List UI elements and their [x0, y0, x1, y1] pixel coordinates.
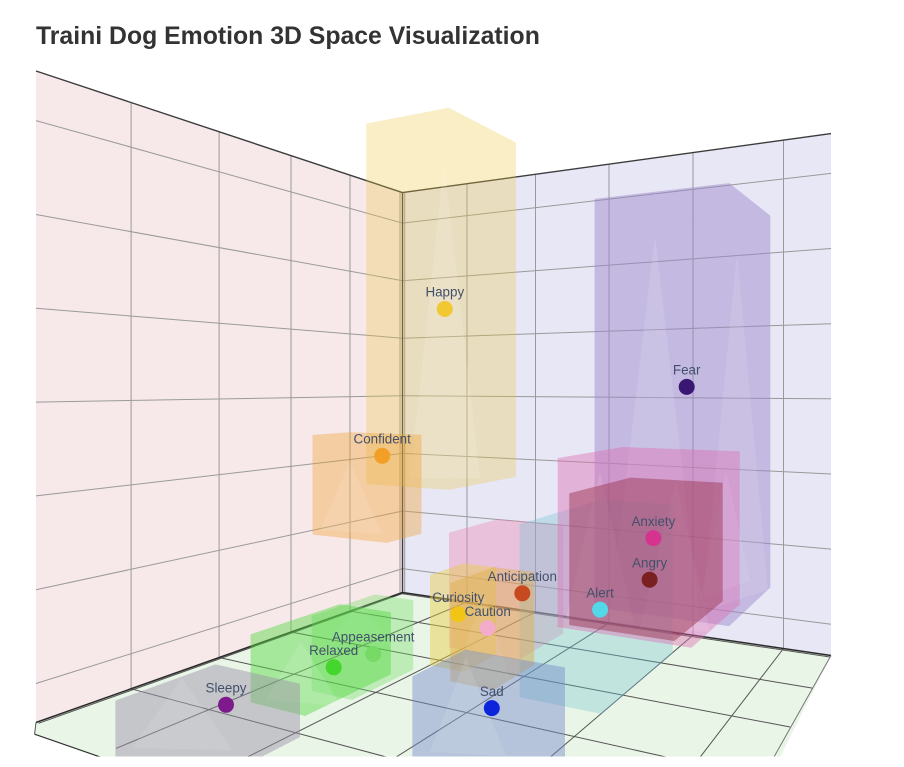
svg-text:Sad: Sad — [480, 684, 504, 699]
svg-text:Anticipation: Anticipation — [488, 569, 557, 584]
svg-text:Angry: Angry — [632, 555, 667, 570]
svg-text:Fear: Fear — [673, 363, 701, 378]
svg-text:Caution: Caution — [465, 604, 511, 619]
svg-text:Relaxed: Relaxed — [309, 643, 358, 658]
svg-text:Anxiety: Anxiety — [631, 514, 675, 529]
svg-text:Happy: Happy — [425, 285, 464, 300]
svg-text:Curiosity: Curiosity — [432, 590, 484, 605]
svg-text:Traini Dog Emotion 3D Space Vi: Traini Dog Emotion 3D Space Visualizatio… — [36, 23, 540, 50]
svg-text:Appeasement: Appeasement — [332, 630, 415, 645]
svg-text:Alert: Alert — [586, 585, 614, 600]
svg-text:Sleepy: Sleepy — [206, 681, 247, 696]
svg-text:Confident: Confident — [354, 432, 412, 447]
